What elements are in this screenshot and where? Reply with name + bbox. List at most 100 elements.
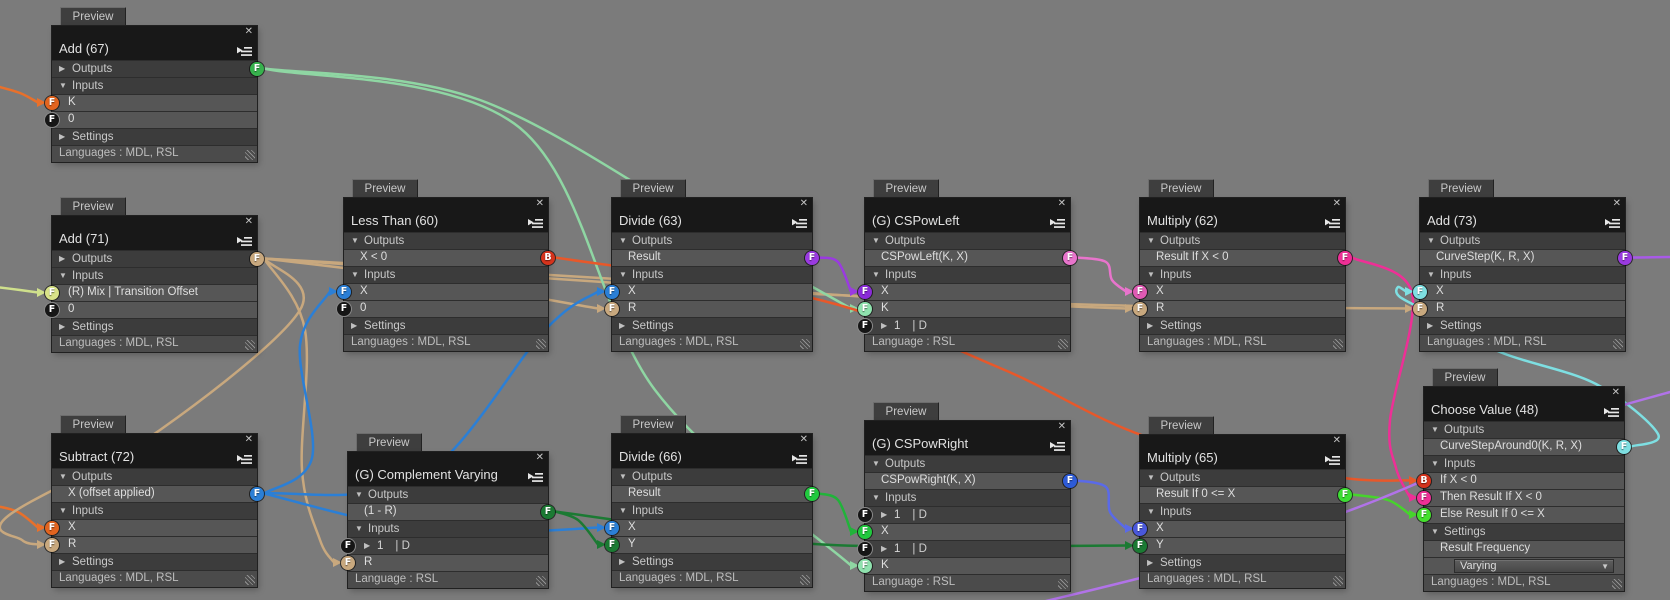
- port-f-in[interactable]: F: [605, 285, 619, 299]
- section-inputs[interactable]: ▼ Inputs: [1424, 455, 1624, 472]
- section-settings[interactable]: ▼ Settings: [1424, 523, 1624, 540]
- section-inputs[interactable]: ▼ Inputs: [52, 502, 257, 519]
- close-icon[interactable]: ✕: [1612, 198, 1621, 209]
- resize-grip-icon[interactable]: [1333, 576, 1343, 586]
- node-less-than-60[interactable]: ✕ Less Than (60) ▼ Outputs X < 0 B ▼ Inputs X F 0 F…: [337, 198, 555, 351]
- section-outputs[interactable]: ▼ Outputs: [612, 468, 812, 485]
- resize-grip-icon[interactable]: [536, 339, 546, 349]
- section-settings[interactable]: ▶ Settings: [612, 317, 812, 334]
- preview-button[interactable]: Preview: [60, 197, 126, 217]
- resize-grip-icon[interactable]: [1058, 579, 1068, 589]
- node-menu-icon[interactable]: [791, 451, 808, 472]
- section-inputs[interactable]: ▼ Inputs: [865, 489, 1070, 506]
- node-menu-icon[interactable]: [1604, 215, 1621, 236]
- node-g-cspowright[interactable]: ✕ (G) CSPowRight ▼ Outputs CSPowRight(K, X) F…: [858, 421, 1077, 591]
- preview-button[interactable]: Preview: [60, 7, 126, 27]
- port-f-in[interactable]: F: [1417, 508, 1431, 522]
- close-icon[interactable]: ✕: [535, 198, 544, 209]
- port-f-in[interactable]: F: [858, 542, 872, 556]
- section-settings[interactable]: ▶ Settings: [1140, 554, 1345, 571]
- section-outputs[interactable]: ▶ Outputs F: [52, 60, 264, 77]
- section-outputs[interactable]: ▼ Outputs: [1140, 469, 1345, 486]
- section-outputs[interactable]: ▼ Outputs: [1140, 232, 1345, 249]
- preview-button[interactable]: Preview: [356, 433, 422, 453]
- port-f-in[interactable]: F: [45, 521, 59, 535]
- node-g-cspowleft[interactable]: ✕ (G) CSPowLeft ▼ Outputs CSPowLeft(K, X) F ▼ I…: [858, 198, 1077, 351]
- port-f-in[interactable]: F: [858, 508, 872, 522]
- resize-grip-icon[interactable]: [800, 575, 810, 585]
- section-inputs[interactable]: ▼ Inputs: [348, 520, 548, 537]
- port-f-in[interactable]: F: [1417, 491, 1431, 505]
- port-f-in[interactable]: F: [605, 302, 619, 316]
- section-outputs[interactable]: ▼ Outputs: [612, 232, 812, 249]
- preview-button[interactable]: Preview: [873, 179, 939, 199]
- node-menu-icon[interactable]: [236, 451, 253, 472]
- section-inputs[interactable]: ▼ Inputs: [612, 266, 812, 283]
- port-f-out[interactable]: F: [250, 252, 264, 266]
- port-f-out[interactable]: F: [541, 505, 555, 519]
- node-add-71[interactable]: ✕ Add (71) ▶ Outputs F ▼ Inputs (R) Mix | Trans…: [45, 216, 264, 352]
- section-outputs[interactable]: ▶ Outputs F: [52, 250, 264, 267]
- preview-button[interactable]: Preview: [1148, 416, 1214, 436]
- node-menu-icon[interactable]: [236, 43, 253, 64]
- section-inputs[interactable]: ▼ Inputs: [612, 502, 812, 519]
- port-f-out[interactable]: F: [805, 487, 819, 501]
- port-b-out[interactable]: B: [541, 251, 555, 265]
- resize-grip-icon[interactable]: [245, 150, 255, 160]
- resize-grip-icon[interactable]: [1613, 339, 1623, 349]
- preview-button[interactable]: Preview: [1148, 179, 1214, 199]
- resize-grip-icon[interactable]: [536, 576, 546, 586]
- port-f-in[interactable]: F: [1413, 285, 1427, 299]
- section-inputs[interactable]: ▼ Inputs: [1420, 266, 1625, 283]
- port-f-in[interactable]: F: [605, 538, 619, 552]
- port-f-in[interactable]: F: [1413, 302, 1427, 316]
- port-f-in[interactable]: F: [341, 539, 355, 553]
- port-b-in[interactable]: B: [1417, 474, 1431, 488]
- port-f-in[interactable]: F: [45, 303, 59, 317]
- section-inputs[interactable]: ▼ Inputs: [344, 266, 548, 283]
- resize-grip-icon[interactable]: [245, 340, 255, 350]
- preview-button[interactable]: Preview: [873, 402, 939, 422]
- port-f-out[interactable]: F: [1618, 251, 1632, 265]
- close-icon[interactable]: ✕: [1057, 198, 1066, 209]
- close-icon[interactable]: ✕: [1611, 387, 1620, 398]
- close-icon[interactable]: ✕: [1057, 421, 1066, 432]
- close-icon[interactable]: ✕: [244, 216, 253, 227]
- port-f-in[interactable]: F: [45, 538, 59, 552]
- section-outputs[interactable]: ▼ Outputs: [1420, 232, 1625, 249]
- node-g-complement-varying[interactable]: ✕ (G) Complement Varying ▼ Outputs (1 - R) F ▼…: [341, 452, 555, 588]
- port-f-in[interactable]: F: [858, 302, 872, 316]
- resize-grip-icon[interactable]: [1333, 339, 1343, 349]
- port-f-in[interactable]: F: [858, 525, 872, 539]
- port-f-out[interactable]: F: [1338, 251, 1352, 265]
- section-inputs[interactable]: ▼ Inputs: [1140, 266, 1345, 283]
- node-menu-icon[interactable]: [1049, 215, 1066, 236]
- port-f-out[interactable]: F: [250, 62, 264, 76]
- preview-button[interactable]: Preview: [1428, 179, 1494, 199]
- port-f-out[interactable]: F: [1338, 488, 1352, 502]
- section-settings[interactable]: ▶ Settings: [1420, 317, 1625, 334]
- node-multiply-62[interactable]: ✕ Multiply (62) ▼ Outputs Result If X < 0 F ▼ I…: [1133, 198, 1352, 351]
- node-menu-icon[interactable]: [527, 469, 544, 490]
- section-inputs[interactable]: ▼ Inputs: [1140, 503, 1345, 520]
- section-settings[interactable]: ▶ Settings: [1140, 317, 1345, 334]
- close-icon[interactable]: ✕: [1332, 435, 1341, 446]
- resize-grip-icon[interactable]: [800, 339, 810, 349]
- node-add-73[interactable]: ✕ Add (73) ▼ Outputs CurveStep(K, R, X) F ▼ Inp…: [1413, 198, 1632, 351]
- section-inputs[interactable]: ▼ Inputs: [865, 266, 1070, 283]
- port-f-in[interactable]: F: [45, 113, 59, 127]
- section-settings[interactable]: ▶ Settings: [52, 318, 257, 335]
- section-outputs[interactable]: ▼ Outputs: [865, 455, 1070, 472]
- port-f-out[interactable]: F: [1063, 474, 1077, 488]
- port-f-in[interactable]: F: [1133, 539, 1147, 553]
- section-outputs[interactable]: ▼ Outputs: [865, 232, 1070, 249]
- port-f-in[interactable]: F: [858, 559, 872, 573]
- preview-button[interactable]: Preview: [1432, 368, 1498, 388]
- section-inputs[interactable]: ▼ Inputs: [52, 267, 257, 284]
- port-f-out[interactable]: F: [1063, 251, 1077, 265]
- node-menu-icon[interactable]: [1603, 404, 1620, 425]
- resize-grip-icon[interactable]: [245, 575, 255, 585]
- section-inputs[interactable]: ▼ Inputs: [52, 77, 257, 94]
- section-outputs[interactable]: ▼ Outputs: [1424, 421, 1624, 438]
